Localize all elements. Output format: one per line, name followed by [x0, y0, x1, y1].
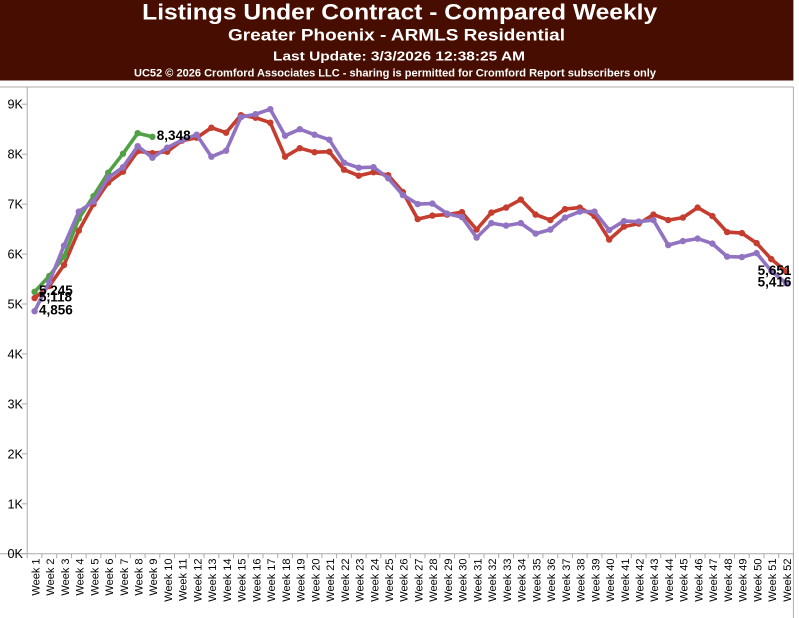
svg-text:Week 9: Week 9: [148, 559, 160, 596]
svg-text:Week 16: Week 16: [251, 559, 263, 602]
svg-text:Week 12: Week 12: [193, 559, 205, 602]
svg-text:Week 40: Week 40: [605, 559, 617, 602]
svg-text:7K: 7K: [8, 197, 24, 212]
svg-text:Week 28: Week 28: [428, 559, 440, 602]
svg-text:Week 45: Week 45: [679, 559, 691, 602]
svg-text:Week 52: Week 52: [782, 559, 794, 602]
svg-text:Week 30: Week 30: [458, 559, 470, 602]
svg-text:Week 42: Week 42: [635, 559, 647, 602]
svg-text:Week 31: Week 31: [472, 559, 484, 602]
svg-text:Week 26: Week 26: [399, 559, 411, 602]
svg-text:Week 19: Week 19: [296, 559, 308, 602]
svg-text:Week 6: Week 6: [104, 559, 116, 596]
svg-text:1K: 1K: [8, 496, 24, 511]
svg-text:5,118: 5,118: [39, 290, 73, 305]
svg-text:Week 41: Week 41: [620, 559, 632, 602]
svg-text:Week 17: Week 17: [266, 559, 278, 602]
svg-text:Week 39: Week 39: [590, 559, 602, 602]
svg-text:Week 35: Week 35: [531, 559, 543, 602]
svg-text:Week 10: Week 10: [163, 559, 175, 602]
svg-text:Week 51: Week 51: [767, 559, 779, 602]
svg-text:Week 36: Week 36: [546, 559, 558, 602]
svg-text:Week 20: Week 20: [310, 559, 322, 602]
svg-text:Week 33: Week 33: [502, 559, 514, 602]
svg-text:Week 1: Week 1: [30, 559, 42, 596]
svg-text:Week 49: Week 49: [738, 559, 750, 602]
svg-text:Week 3: Week 3: [60, 559, 72, 596]
svg-text:Week 29: Week 29: [443, 559, 455, 602]
svg-text:UC52 © 2026 Cromford Associate: UC52 © 2026 Cromford Associates LLC - sh…: [134, 67, 657, 79]
svg-text:Week 32: Week 32: [487, 559, 499, 602]
svg-text:Week 25: Week 25: [384, 559, 396, 602]
svg-text:Week 2: Week 2: [45, 559, 57, 596]
svg-text:Week 43: Week 43: [649, 559, 661, 602]
svg-text:Week 13: Week 13: [207, 559, 219, 602]
svg-text:5,245: 5,245: [39, 283, 73, 298]
svg-text:5K: 5K: [8, 297, 24, 312]
svg-text:Week 7: Week 7: [119, 559, 131, 596]
svg-text:Week 38: Week 38: [576, 559, 588, 602]
svg-text:6K: 6K: [8, 247, 24, 262]
svg-text:9K: 9K: [8, 97, 24, 112]
svg-text:Week 5: Week 5: [89, 559, 101, 596]
svg-text:0K: 0K: [8, 546, 24, 561]
svg-text:Week 24: Week 24: [369, 559, 381, 602]
svg-text:Week 44: Week 44: [664, 559, 676, 602]
svg-text:Week 50: Week 50: [752, 559, 764, 602]
svg-text:4K: 4K: [8, 346, 24, 361]
svg-text:Week 23: Week 23: [355, 559, 367, 602]
svg-text:Week 11: Week 11: [178, 559, 190, 601]
svg-text:Listings Under Contract - Comp: Listings Under Contract - Compared Weekl…: [142, 0, 658, 25]
svg-text:Week 4: Week 4: [75, 559, 87, 596]
svg-text:2K: 2K: [8, 446, 24, 461]
svg-text:4,856: 4,856: [39, 303, 73, 318]
svg-text:Week 37: Week 37: [561, 559, 573, 602]
svg-text:8,348: 8,348: [157, 128, 191, 143]
svg-text:Greater Phoenix - ARMLS Reside: Greater Phoenix - ARMLS Residential: [228, 27, 565, 45]
svg-text:Week 27: Week 27: [414, 559, 426, 602]
svg-text:Week 14: Week 14: [222, 559, 234, 602]
svg-text:Week 15: Week 15: [237, 559, 249, 602]
svg-text:Week 34: Week 34: [517, 559, 529, 602]
svg-text:Week 46: Week 46: [693, 559, 705, 602]
svg-text:8K: 8K: [8, 147, 24, 162]
svg-text:Week 22: Week 22: [340, 559, 352, 602]
svg-text:5,651: 5,651: [758, 263, 792, 278]
svg-text:Week 8: Week 8: [134, 559, 146, 596]
svg-text:Week 21: Week 21: [325, 559, 337, 602]
svg-text:3K: 3K: [8, 396, 24, 411]
svg-text:Last Update: 3/3/2026 12:38:25: Last Update: 3/3/2026 12:38:25 AM: [273, 48, 525, 63]
svg-text:Week 48: Week 48: [723, 559, 735, 602]
svg-text:Week 47: Week 47: [708, 559, 720, 602]
svg-text:5,416: 5,416: [758, 275, 792, 290]
svg-text:Week 18: Week 18: [281, 559, 293, 602]
